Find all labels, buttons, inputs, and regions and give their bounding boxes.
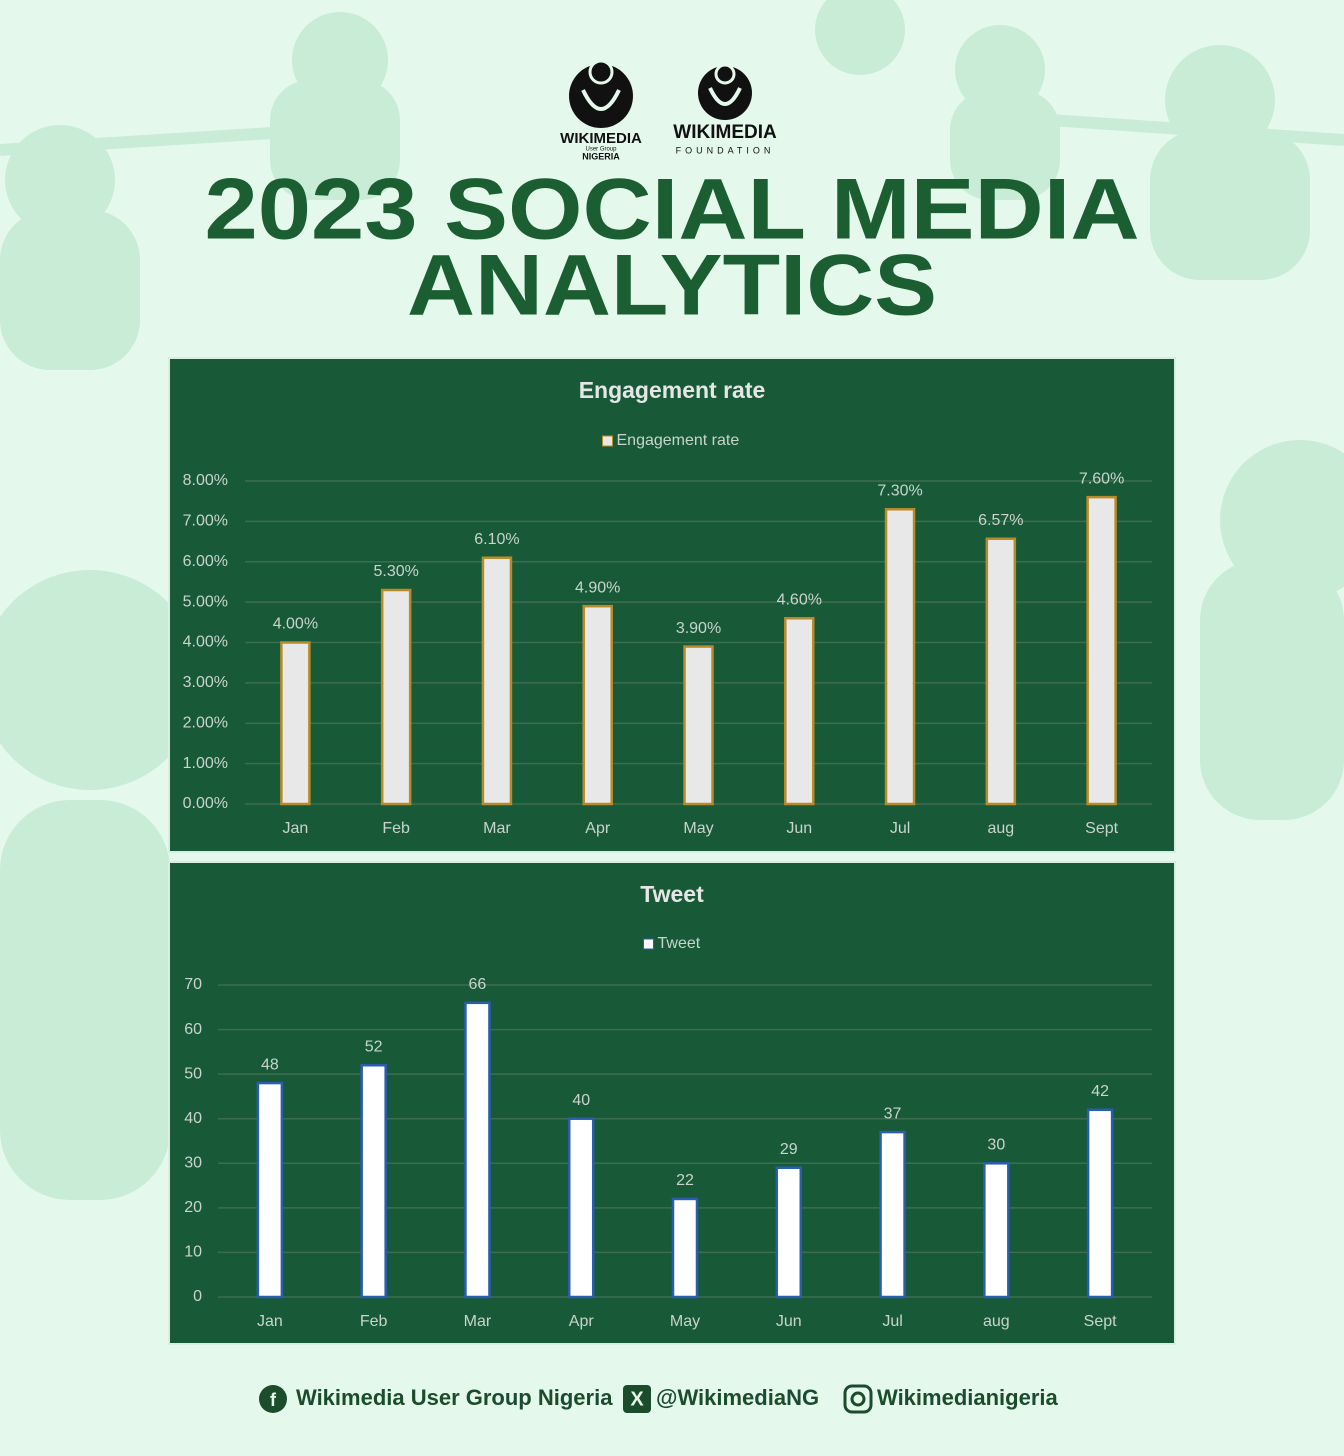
- x-tick-label: aug: [987, 820, 1014, 837]
- logo-left: WIKIMEDIA User Group NIGERIA: [560, 59, 642, 161]
- y-tick-label: 20: [184, 1199, 202, 1216]
- x-tick-label: May: [683, 820, 713, 837]
- x-tick-label: aug: [983, 1313, 1010, 1330]
- chart-title: Tweet: [640, 881, 704, 907]
- bar: [481, 556, 513, 806]
- legend-swatch: [643, 938, 654, 950]
- svg-text:X: X: [630, 1388, 644, 1410]
- data-label: 7.60%: [1079, 470, 1124, 487]
- bar: [683, 645, 714, 806]
- data-label: 4.00%: [273, 616, 318, 633]
- y-tick-label: 0.00%: [183, 795, 228, 812]
- title-line: ANALYTICS: [407, 238, 937, 334]
- x-tick-label: Feb: [382, 820, 410, 837]
- bar: [360, 1063, 387, 1299]
- data-label: 4.90%: [575, 579, 620, 596]
- svg-text:f: f: [270, 1390, 277, 1410]
- x-tick-label: Jan: [282, 820, 308, 837]
- data-label: 7.30%: [877, 482, 922, 499]
- logo-left-name: WIKIMEDIA: [560, 130, 642, 147]
- y-tick-label: 6.00%: [183, 553, 228, 570]
- data-label: 52: [365, 1038, 383, 1055]
- logo-right-sub: FOUNDATION: [676, 145, 775, 155]
- x-tick-label: Jun: [776, 1313, 802, 1330]
- bar: [256, 1081, 284, 1299]
- bar: [879, 1130, 906, 1299]
- x-tick-label: Mar: [464, 1313, 492, 1330]
- data-label: 4.60%: [777, 591, 822, 608]
- y-tick-label: 10: [184, 1244, 202, 1261]
- bar: [280, 641, 311, 806]
- bar: [380, 588, 412, 806]
- data-label: 29: [780, 1141, 798, 1158]
- bar: [1086, 1108, 1114, 1299]
- title-line: 2023 SOCIAL MEDIA: [205, 162, 1140, 258]
- bar: [983, 1162, 1010, 1299]
- footer-facebook: Wikimedia User Group Nigeria: [296, 1385, 613, 1410]
- x-tick-label: May: [670, 1313, 700, 1330]
- data-label: 6.57%: [978, 512, 1023, 529]
- y-tick-label: 3.00%: [183, 674, 228, 691]
- logo-right-name: WIKIMEDIA: [673, 122, 777, 143]
- bar: [582, 604, 613, 806]
- x-tick-label: Jan: [257, 1313, 283, 1330]
- x-tick-label: Sept: [1084, 1313, 1117, 1330]
- data-label: 40: [572, 1092, 590, 1109]
- legend-label: Engagement rate: [617, 432, 740, 449]
- bar: [775, 1166, 803, 1299]
- bar: [884, 508, 916, 806]
- y-tick-label: 60: [184, 1021, 202, 1038]
- logo-left-sub: User Group: [585, 147, 617, 153]
- bar: [671, 1197, 699, 1299]
- y-tick-label: 2.00%: [183, 714, 228, 731]
- data-label: 48: [261, 1056, 279, 1073]
- y-tick-label: 5.00%: [183, 593, 228, 610]
- x-tick-label: Apr: [569, 1313, 595, 1330]
- footer-x: @WikimediaNG: [656, 1385, 819, 1410]
- data-label: 3.90%: [676, 620, 721, 637]
- x-tick-label: Jul: [882, 1313, 902, 1330]
- footer-instagram: Wikimedianigeria: [877, 1385, 1059, 1410]
- x-tick-label: Jun: [786, 820, 812, 837]
- y-tick-label: 0: [193, 1288, 202, 1305]
- bar: [464, 1001, 491, 1299]
- y-tick-label: 1.00%: [183, 755, 228, 772]
- bar: [567, 1117, 595, 1299]
- data-label: 66: [469, 976, 487, 993]
- background-figures: [0, 0, 1344, 1200]
- bar: [1086, 495, 1117, 806]
- y-tick-label: 70: [184, 976, 202, 993]
- y-tick-label: 8.00%: [183, 472, 228, 489]
- x-tick-label: Jul: [890, 820, 910, 837]
- x-tick-label: Apr: [585, 820, 611, 837]
- bar: [784, 617, 815, 806]
- data-label: 6.10%: [474, 531, 519, 548]
- data-label: 42: [1091, 1083, 1109, 1100]
- bar: [985, 537, 1017, 806]
- footer: f Wikimedia User Group Nigeria X @Wikime…: [259, 1384, 1059, 1414]
- chart-title: Engagement rate: [579, 377, 766, 403]
- y-tick-label: 50: [184, 1065, 202, 1082]
- y-tick-label: 30: [184, 1155, 202, 1172]
- x-tick-label: Feb: [360, 1313, 388, 1330]
- data-label: 22: [676, 1172, 694, 1189]
- y-tick-label: 7.00%: [183, 513, 228, 530]
- y-tick-label: 40: [184, 1110, 202, 1127]
- data-label: 37: [884, 1105, 902, 1122]
- data-label: 5.30%: [373, 563, 418, 580]
- data-label: 30: [987, 1137, 1005, 1154]
- x-tick-label: Mar: [483, 820, 511, 837]
- logo-right: WIKIMEDIA FOUNDATION: [673, 63, 777, 155]
- logo-left-country: NIGERIA: [582, 151, 620, 161]
- legend-label: Tweet: [658, 935, 701, 952]
- y-tick-label: 4.00%: [183, 634, 228, 651]
- x-tick-label: Sept: [1085, 820, 1118, 837]
- legend-swatch: [602, 435, 613, 447]
